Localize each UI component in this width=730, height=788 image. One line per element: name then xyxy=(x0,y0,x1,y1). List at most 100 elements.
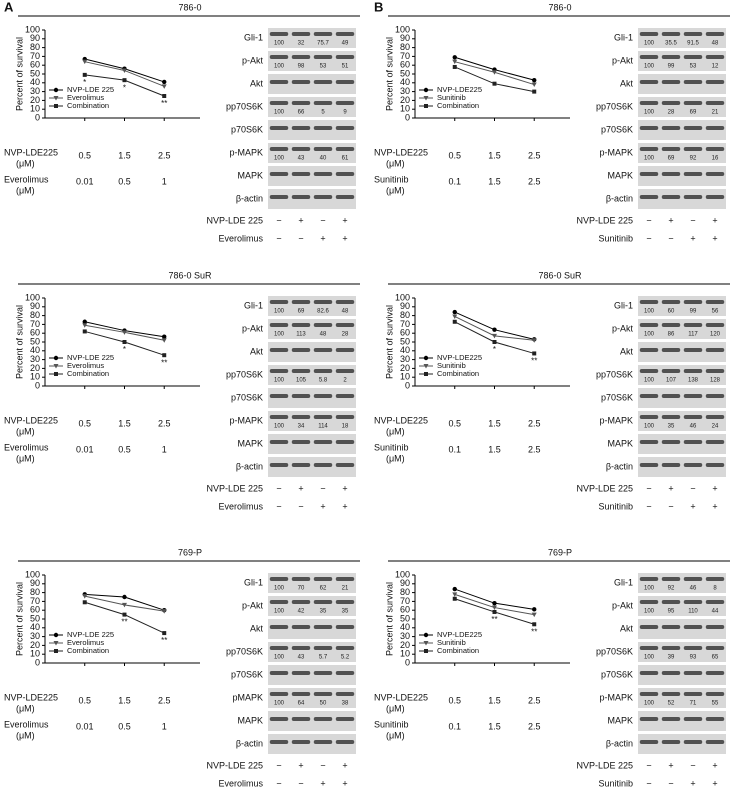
treatment-label: NVP-LDE 225 xyxy=(576,760,633,770)
data-point xyxy=(162,631,167,636)
y-tick-label: 20 xyxy=(30,95,40,105)
band-quantity: 100 xyxy=(644,41,655,47)
blot-band xyxy=(683,600,703,604)
band-quantity: 5.8 xyxy=(319,378,328,384)
blot-label: MAPK xyxy=(237,170,263,180)
treatment-label: NVP-LDE 225 xyxy=(576,483,633,493)
blot-band xyxy=(705,80,725,84)
treatment-label: Everolimus xyxy=(218,233,263,243)
blot-strip xyxy=(638,596,726,616)
data-point xyxy=(162,79,167,85)
x2-tick-label: 1 xyxy=(162,444,167,454)
blot-strip xyxy=(638,28,726,48)
blot-strip xyxy=(268,457,356,477)
treatment-sign: + xyxy=(342,501,347,511)
blot-band xyxy=(291,717,311,721)
band-quantity: 51 xyxy=(342,64,349,70)
blot-band xyxy=(335,101,355,105)
blot-band xyxy=(335,646,355,650)
blot-band xyxy=(291,172,311,176)
x2-tick-label: 1.5 xyxy=(488,721,501,731)
treatment-sign: + xyxy=(320,233,325,243)
blot-label: pp70S6K xyxy=(596,369,633,379)
blot-band xyxy=(661,600,681,604)
treatment-sign: − xyxy=(298,233,303,243)
band-quantity: 9 xyxy=(343,110,347,116)
band-quantity: 49 xyxy=(342,41,349,47)
blot-band xyxy=(639,625,659,629)
data-point xyxy=(491,333,497,339)
band-quantity: 64 xyxy=(298,701,305,707)
blot-band xyxy=(661,172,681,176)
blot-label: p70S6K xyxy=(231,392,263,402)
blot-band xyxy=(335,577,355,581)
data-point xyxy=(532,622,537,627)
data-point xyxy=(452,319,457,324)
blot-band xyxy=(291,300,311,304)
band-quantity: 100 xyxy=(644,64,655,70)
band-quantity: 92 xyxy=(690,156,697,162)
blot-band xyxy=(291,577,311,581)
x2-label: Everolimus xyxy=(4,442,49,452)
blot-label: MAPK xyxy=(607,438,633,448)
data-point xyxy=(424,372,428,376)
x2-tick-label: 0.1 xyxy=(448,176,461,186)
blot-strip xyxy=(638,734,726,754)
band-quantity: 34 xyxy=(298,424,305,430)
blot-band xyxy=(661,394,681,398)
treatment-label: NVP-LDE 225 xyxy=(206,215,263,225)
data-point xyxy=(121,68,127,73)
blot-band xyxy=(313,101,333,105)
band-quantity: 21 xyxy=(342,586,349,592)
band-quantity: 53 xyxy=(320,64,327,70)
band-quantity: 35.5 xyxy=(665,41,677,47)
legend-label: NVP-LDE 225 xyxy=(67,353,114,362)
treatment-sign: − xyxy=(276,778,281,788)
y-tick-label: 90 xyxy=(400,301,410,311)
blot-band xyxy=(705,300,725,304)
x-unit: (μM) xyxy=(16,158,35,168)
blot-strip xyxy=(268,342,356,362)
data-point xyxy=(452,55,457,60)
blot-strip xyxy=(268,166,356,186)
data-point xyxy=(423,641,429,646)
band-quantity: 114 xyxy=(318,424,328,430)
treatment-label: Sunitinib xyxy=(598,233,633,243)
blot-label: Akt xyxy=(250,346,264,356)
blot-band xyxy=(313,323,333,327)
blot-band xyxy=(683,394,703,398)
data-point xyxy=(423,355,429,361)
blot-band xyxy=(335,625,355,629)
band-quantity: 100 xyxy=(274,586,285,592)
blot-band xyxy=(639,348,659,352)
band-quantity: 100 xyxy=(274,609,285,615)
blot-strip xyxy=(268,642,356,662)
y-tick-label: 80 xyxy=(400,587,410,597)
blot-strip xyxy=(638,189,726,209)
blot-label: p-Akt xyxy=(242,55,264,65)
blot-label: MAPK xyxy=(237,715,263,725)
band-quantity: 105 xyxy=(296,378,307,384)
blot-band xyxy=(661,55,681,59)
x-label: NVP-LDE225 xyxy=(374,147,428,157)
x-tick-label: 0.5 xyxy=(448,418,461,428)
band-quantity: 32 xyxy=(298,41,305,47)
blot-label: pMAPK xyxy=(232,692,263,702)
blot-label: Akt xyxy=(250,623,264,633)
blot-band xyxy=(683,740,703,744)
y-tick-label: 50 xyxy=(30,336,40,346)
blot-label: Akt xyxy=(620,346,634,356)
band-quantity: 100 xyxy=(644,156,655,162)
blot-strip xyxy=(268,143,356,163)
x2-label: Everolimus xyxy=(4,174,49,184)
blot-band xyxy=(269,463,289,467)
blot-strip xyxy=(638,619,726,639)
data-point xyxy=(54,104,58,108)
band-quantity: 21 xyxy=(712,110,719,116)
blot-band xyxy=(313,147,333,151)
treatment-sign: + xyxy=(712,778,717,788)
blot-strip xyxy=(268,51,356,71)
x-label: NVP-LDE225 xyxy=(374,692,428,702)
y-tick-label: 50 xyxy=(30,613,40,623)
y-tick-label: 50 xyxy=(400,336,410,346)
